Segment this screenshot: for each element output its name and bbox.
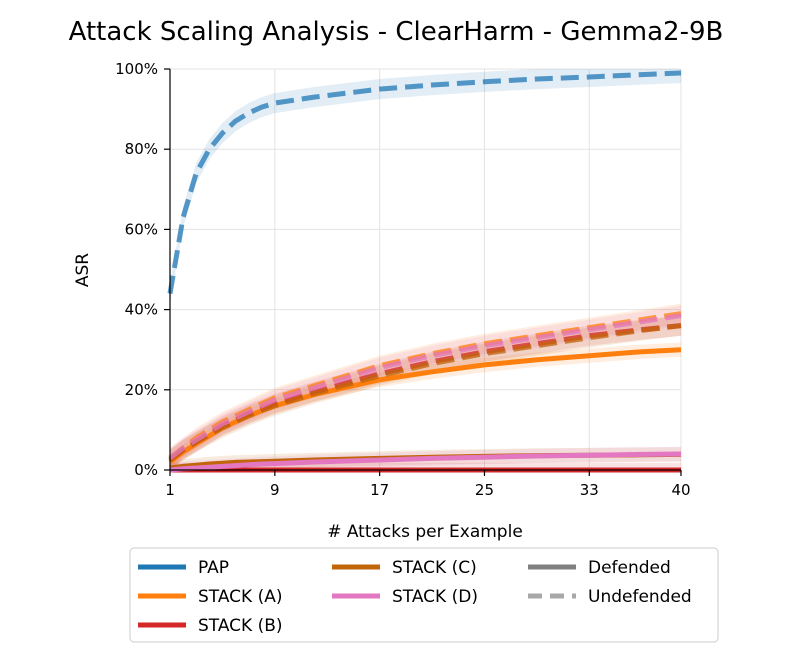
legend-label-defended: Defended [588,558,671,578]
legend-frame [129,547,719,643]
x-tick-label-25: 25 [475,481,494,499]
legend: PAP STACK (A) STACK (B) STACK (C) STACK (D) D… [129,547,719,643]
legend-label-stack-b: STACK (B) [198,616,283,636]
x-tick-label-33: 33 [580,481,599,499]
chart-title: Attack Scaling Analysis - ClearHarm - Ge… [69,17,724,47]
band-stack-c-undefended [170,315,681,470]
y-tick-label-0: 0% [134,461,158,479]
legend-label-pap: PAP [198,558,229,578]
x-axis-label: # Attacks per Example [327,522,523,542]
y-tick-label-60: 60% [125,220,158,238]
y-ticks: 0% 20% 40% 60% 80% 100% [115,60,170,479]
x-tick-label-1: 1 [165,481,175,499]
legend-label-stack-c: STACK (C) [392,558,477,578]
legend-label-stack-d: STACK (D) [392,587,478,607]
x-tick-label-17: 17 [370,481,389,499]
band-stack-d-undefended [170,305,681,468]
y-axis-label: ASR [73,253,93,287]
series-line-stack-d-undefended [168,313,682,460]
x-tick-label-40: 40 [671,481,690,499]
band-pap-undefended [170,69,681,304]
x-ticks: 1 9 17 25 33 40 [165,470,691,499]
series-lines [167,70,682,473]
y-tick-label-80: 80% [125,140,158,158]
y-tick-label-40: 40% [125,301,158,319]
x-tick-label-9: 9 [270,481,280,499]
series-line-stack-d-defended [169,451,682,473]
y-tick-label-100: 100% [115,60,158,78]
legend-label-undefended: Undefended [588,587,692,607]
y-tick-label-20: 20% [125,381,158,399]
series-line-pap-undefended [167,70,682,295]
legend-label-stack-a: STACK (A) [198,587,283,607]
axes [169,69,681,471]
